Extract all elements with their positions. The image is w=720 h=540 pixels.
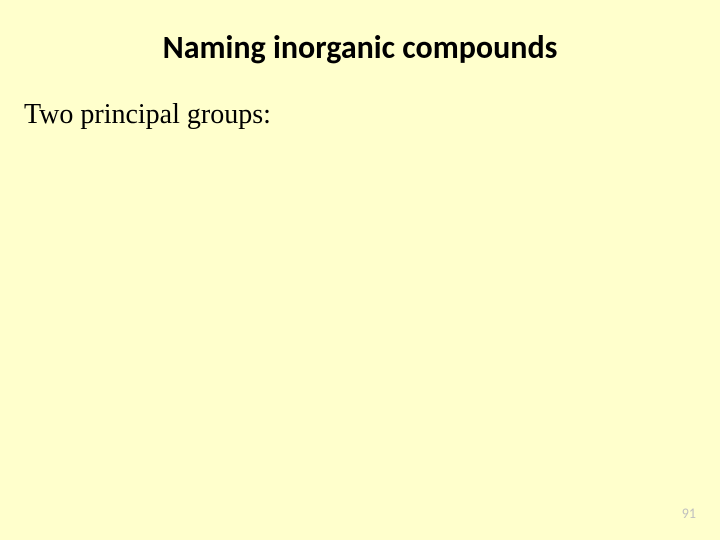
- page-number: 91: [682, 505, 696, 522]
- slide-title: Naming inorganic compounds: [0, 0, 720, 67]
- slide-container: Naming inorganic compounds Two principal…: [0, 0, 720, 540]
- slide-body-text: Two principal groups:: [0, 67, 720, 131]
